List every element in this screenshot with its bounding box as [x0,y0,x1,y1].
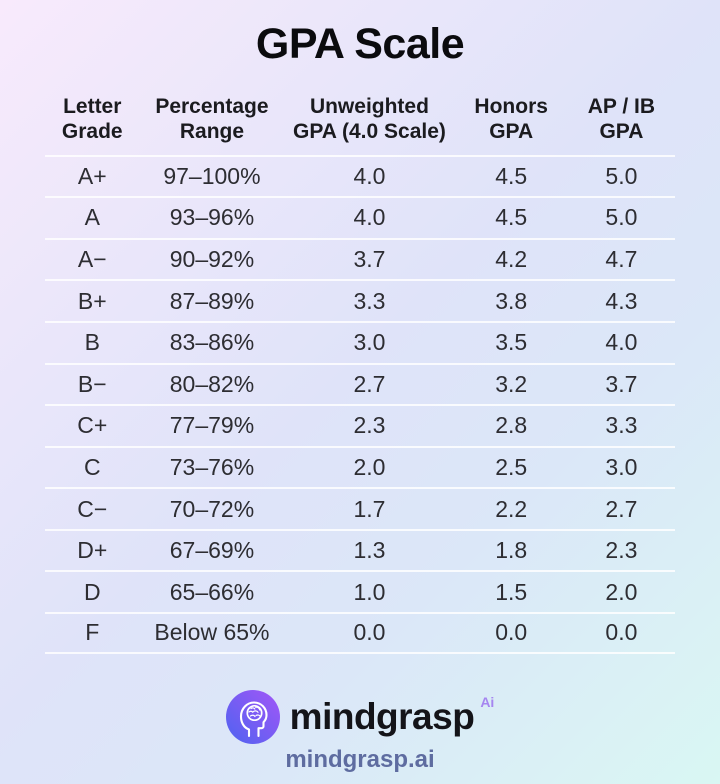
table-row: A 93–96% 4.0 4.5 5.0 [45,196,675,238]
cell-letter-grade: A+ [77,162,107,189]
mindgrasp-head-brain-logo-icon [225,689,280,744]
cell-ap-ib-gpa: 5.0 [605,204,638,231]
cell-ap-ib-gpa: 3.3 [605,412,638,439]
table-row: B+ 87–89% 3.3 3.8 4.3 [45,279,675,321]
brand-name: mindgrasp [289,695,475,737]
cell-honors-gpa: 2.5 [495,453,528,480]
cell-percentage-range: 93–96% [169,204,255,231]
cell-letter-grade: C+ [77,412,108,439]
cell-unweighted-gpa: 3.3 [353,287,386,314]
table-row: B− 80–82% 2.7 3.2 3.7 [45,362,675,405]
cell-ap-ib-gpa: 4.0 [605,329,638,356]
table-row: F Below 65% 0.0 0.0 0.0 [45,612,675,654]
cell-honors-gpa: 2.2 [495,495,528,522]
column-header-percentage-range: Percentage Range [155,95,269,143]
column-header-ap-ib-gpa: AP / IB GPA [587,95,656,143]
cell-unweighted-gpa: 2.0 [353,453,386,480]
cell-ap-ib-gpa: 2.3 [605,537,638,564]
cell-honors-gpa: 4.5 [495,162,528,189]
cell-unweighted-gpa: 2.7 [353,370,386,397]
cell-percentage-range: 67–69% [169,537,255,564]
cell-letter-grade: A− [77,246,107,273]
cell-unweighted-gpa: 4.0 [353,162,386,189]
gpa-table: Letter Grade Percentage Range Unweighted… [45,95,675,654]
brand-ai-superscript: Ai [480,693,495,710]
table-row: C 73–76% 2.0 2.5 3.0 [45,445,675,488]
cell-percentage-range: 80–82% [169,370,255,397]
table-row: B 83–86% 3.0 3.5 4.0 [45,320,675,363]
cell-percentage-range: 90–92% [169,246,255,273]
cell-letter-grade: C [83,453,101,480]
cell-honors-gpa: 3.2 [495,370,528,397]
cell-honors-gpa: 1.8 [495,537,528,564]
cell-letter-grade: C− [77,495,108,522]
cell-ap-ib-gpa: 4.7 [605,246,638,273]
cell-unweighted-gpa: 1.3 [353,537,386,564]
cell-letter-grade: D+ [77,537,108,564]
cell-ap-ib-gpa: 4.3 [605,287,638,314]
cell-honors-gpa: 3.8 [495,287,528,314]
cell-percentage-range: 97–100% [163,162,261,189]
cell-unweighted-gpa: 4.0 [353,204,386,231]
brand-url: mindgrasp.ai [285,745,435,773]
table-row: D 65–66% 1.0 1.5 2.0 [45,570,675,612]
cell-ap-ib-gpa: 3.0 [605,453,638,480]
brand-lockup: mindgrasp Ai [225,689,495,744]
cell-letter-grade: A [84,204,100,231]
cell-unweighted-gpa: 2.3 [353,412,386,439]
cell-letter-grade: B [84,329,100,356]
cell-letter-grade: B− [77,370,107,397]
cell-honors-gpa: 0.0 [495,619,528,646]
cell-letter-grade: B+ [77,287,107,314]
cell-ap-ib-gpa: 0.0 [605,619,638,646]
table-row: C− 70–72% 1.7 2.2 2.7 [45,487,675,529]
cell-unweighted-gpa: 3.0 [353,329,386,356]
cell-letter-grade: D [83,578,101,605]
table-header-row: Letter Grade Percentage Range Unweighted… [45,95,675,155]
cell-unweighted-gpa: 1.0 [353,578,386,605]
table-row: D+ 67–69% 1.3 1.8 2.3 [45,528,675,571]
cell-honors-gpa: 4.2 [495,246,528,273]
cell-ap-ib-gpa: 3.7 [605,370,638,397]
cell-ap-ib-gpa: 5.0 [605,162,638,189]
cell-honors-gpa: 4.5 [495,204,528,231]
cell-honors-gpa: 1.5 [495,578,528,605]
cell-unweighted-gpa: 1.7 [353,495,386,522]
table-row: A− 90–92% 3.7 4.2 4.7 [45,237,675,280]
cell-unweighted-gpa: 0.0 [353,619,386,646]
cell-percentage-range: 87–89% [169,287,255,314]
footer: mindgrasp Ai mindgrasp.ai [0,689,720,774]
cell-percentage-range: 73–76% [169,453,255,480]
cell-percentage-range: Below 65% [154,619,270,646]
column-header-honors-gpa: Honors GPA [474,95,548,143]
cell-unweighted-gpa: 3.7 [353,246,386,273]
cell-honors-gpa: 3.5 [495,329,528,356]
cell-percentage-range: 77–79% [169,412,255,439]
cell-letter-grade: F [85,619,100,646]
column-header-unweighted-gpa: Unweighted GPA (4.0 Scale) [292,95,446,143]
cell-percentage-range: 65–66% [169,578,255,605]
cell-percentage-range: 70–72% [169,495,255,522]
cell-ap-ib-gpa: 2.0 [605,578,638,605]
cell-ap-ib-gpa: 2.7 [605,495,638,522]
page-title: GPA Scale [255,20,465,68]
column-header-letter-grade: Letter Grade [61,95,123,143]
cell-honors-gpa: 2.8 [495,412,528,439]
table-row: C+ 77–79% 2.3 2.8 3.3 [45,404,675,446]
cell-percentage-range: 83–86% [169,329,255,356]
table-row: A+ 97–100% 4.0 4.5 5.0 [45,154,675,197]
table-body: A+ 97–100% 4.0 4.5 5.0 A 93–96% 4.0 4.5 5.0 A− 90–9… [45,154,675,654]
